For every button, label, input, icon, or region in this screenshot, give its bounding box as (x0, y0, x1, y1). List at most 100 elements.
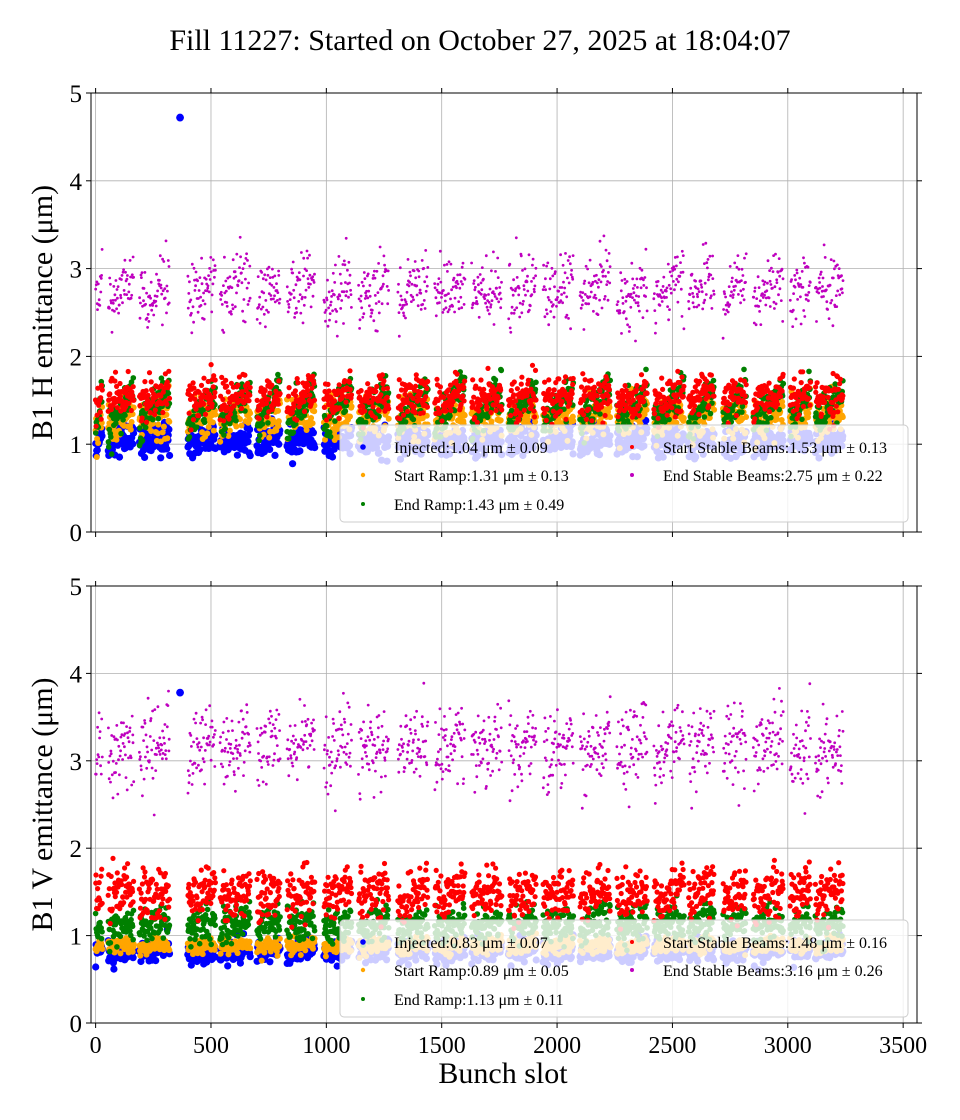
data-point (207, 290, 211, 294)
data-point (264, 414, 270, 420)
data-point (259, 421, 266, 427)
data-point (266, 434, 273, 441)
data-point (165, 425, 173, 433)
data-point (791, 376, 797, 382)
data-point (210, 293, 214, 297)
data-point (708, 372, 715, 378)
data-point (294, 417, 300, 423)
data-point (129, 440, 137, 448)
data-point (239, 405, 245, 412)
data-point (208, 267, 212, 270)
data-point (570, 381, 576, 388)
data-point (634, 382, 640, 389)
data-point (301, 408, 308, 415)
data-point (290, 429, 297, 436)
data-point (125, 277, 129, 281)
data-point (154, 304, 158, 308)
data-point (806, 385, 812, 391)
data-point (129, 296, 133, 300)
data-point (125, 368, 131, 375)
data-point (680, 415, 687, 421)
data-point (256, 416, 262, 422)
data-point (229, 310, 233, 313)
data-point (146, 326, 150, 329)
data-point (156, 289, 160, 293)
data-point (495, 395, 501, 401)
data-point (790, 385, 797, 391)
data-point (739, 409, 745, 415)
data-point (798, 380, 804, 386)
data-point (127, 282, 131, 286)
data-point (697, 378, 703, 384)
data-point (805, 396, 812, 402)
data-point (411, 403, 417, 409)
data-point (485, 365, 491, 371)
data-point (122, 268, 125, 272)
data-point (219, 290, 223, 294)
data-point (196, 310, 200, 314)
data-point (247, 392, 253, 398)
data-point (362, 419, 369, 426)
data-point (460, 393, 466, 399)
data-point (111, 301, 115, 305)
data-point (641, 398, 647, 405)
data-point (741, 366, 747, 373)
data-point (524, 416, 531, 423)
data-point (117, 393, 123, 399)
data-point (447, 413, 453, 419)
data-point (293, 393, 299, 399)
data-point (149, 296, 153, 300)
data-point (303, 427, 310, 433)
data-point (118, 430, 124, 437)
data-point (203, 302, 207, 306)
data-point (224, 289, 228, 293)
data-point (448, 407, 454, 414)
data-point (246, 452, 254, 460)
data-point (385, 390, 392, 396)
data-point (112, 378, 118, 384)
data-point (225, 433, 232, 439)
data-point (199, 295, 203, 299)
data-point (243, 262, 246, 265)
data-point (606, 387, 613, 393)
data-point (710, 387, 716, 393)
data-point (190, 380, 196, 386)
data-point (128, 259, 132, 262)
data-point (211, 282, 215, 286)
data-point (223, 255, 226, 259)
data-point (498, 387, 504, 393)
data-point (450, 399, 456, 405)
data-point (402, 391, 408, 397)
data-point (822, 419, 828, 426)
data-point (241, 309, 245, 313)
data-point (529, 362, 536, 368)
data-point (93, 446, 101, 454)
data-point (140, 276, 143, 279)
data-point (581, 412, 587, 418)
data-point (296, 447, 304, 455)
data-point (105, 444, 112, 450)
data-point (401, 412, 407, 418)
data-point (423, 394, 429, 400)
data-point (701, 414, 708, 420)
data-point (145, 392, 151, 398)
data-point (196, 445, 204, 454)
data-point (152, 412, 158, 418)
data-point (105, 439, 112, 445)
data-point (531, 408, 537, 414)
data-point (840, 393, 846, 399)
data-point (108, 306, 111, 310)
data-point (348, 392, 355, 398)
data-point (202, 317, 206, 321)
data-point (246, 426, 254, 434)
data-point (525, 377, 532, 383)
data-point (226, 416, 232, 422)
data-point (244, 277, 247, 281)
data-point (488, 418, 495, 425)
data-point (805, 410, 812, 417)
data-point (360, 403, 366, 410)
data-point (660, 386, 666, 392)
data-point (220, 396, 226, 403)
data-point (385, 415, 392, 422)
data-point (358, 388, 364, 394)
